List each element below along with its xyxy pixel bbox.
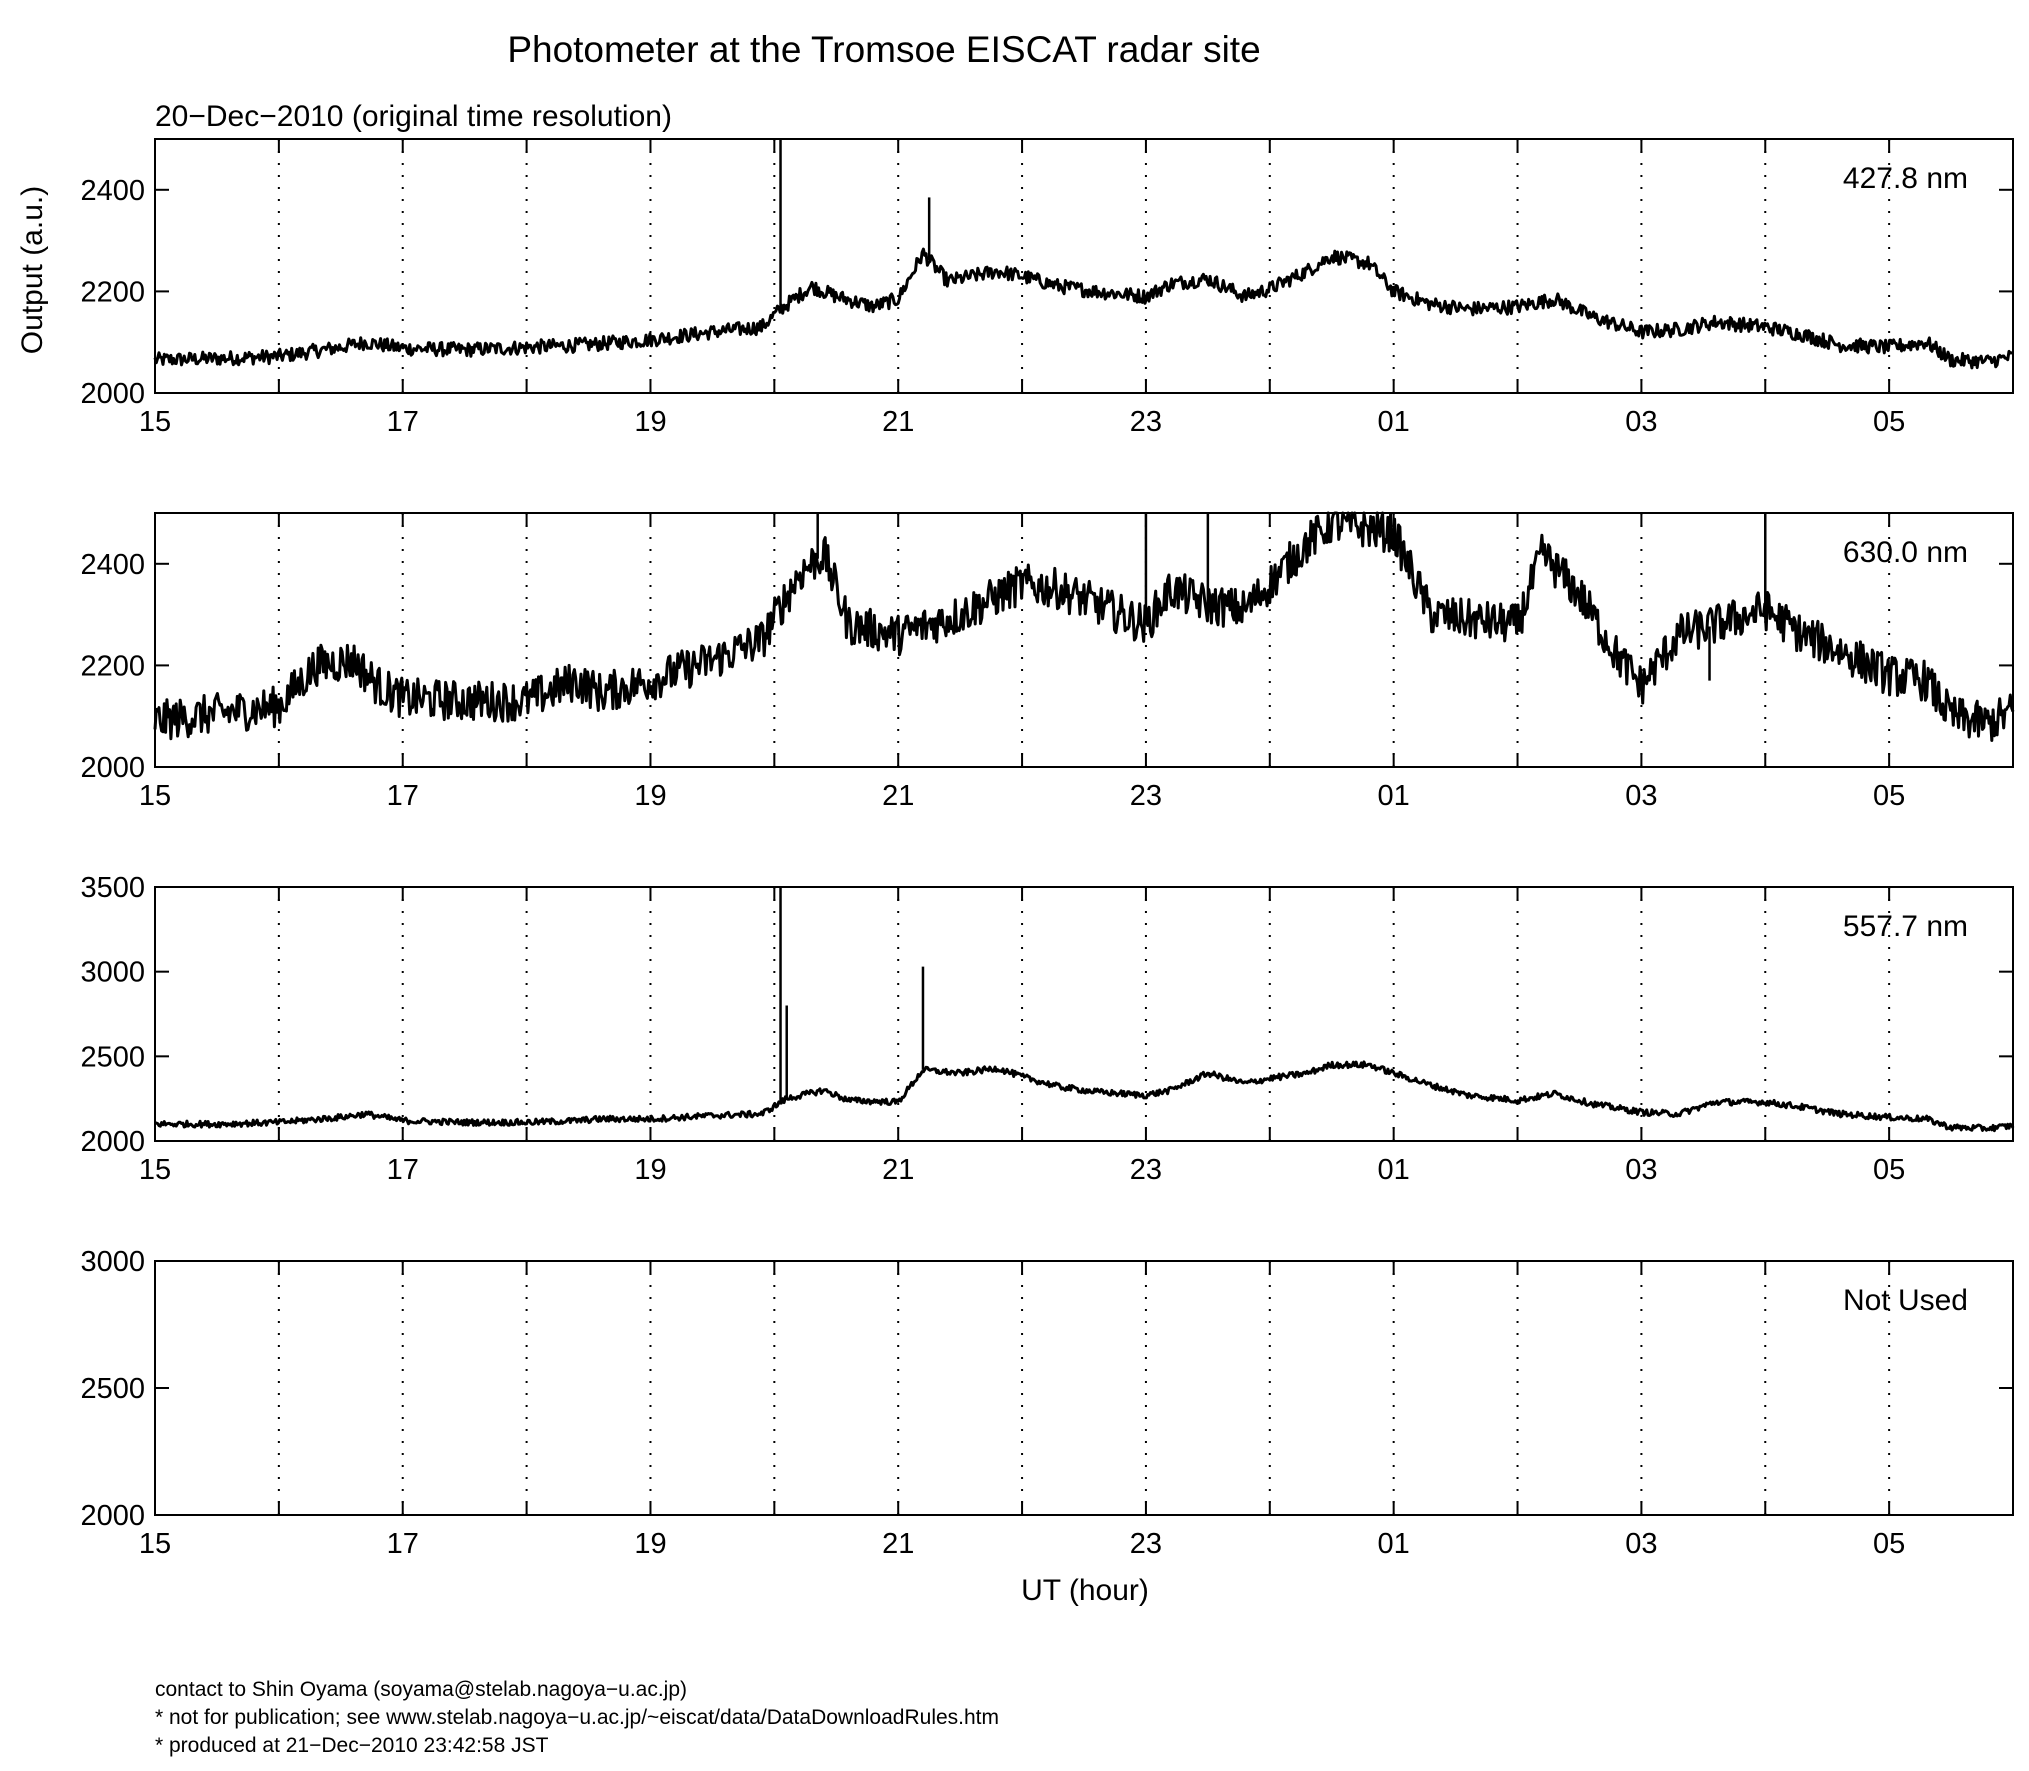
- y-tick-label: 2000: [80, 378, 145, 410]
- x-tick-label: 19: [634, 406, 666, 438]
- x-tick-label: 21: [882, 1154, 914, 1186]
- x-tick-label: 03: [1625, 780, 1657, 812]
- x-tick-label: 15: [139, 1154, 171, 1186]
- x-tick-label: 01: [1378, 1154, 1410, 1186]
- y-tick-label: 3000: [80, 1246, 145, 1278]
- wavelength-label: 630.0 nm: [1843, 536, 1968, 569]
- chart-panel-1: 15 17 19 21 23 01 03 05 2000 2200 2400 427.8 nm: [80, 138, 2014, 438]
- x-tick-label: 17: [387, 780, 419, 812]
- y-tick-label: 2000: [80, 752, 145, 784]
- y-tick-label: 3000: [80, 957, 145, 989]
- x-axis-label: UT (hour): [1021, 1574, 1149, 1607]
- x-tick-label: 23: [1130, 1154, 1162, 1186]
- x-tick-label: 01: [1378, 1528, 1410, 1560]
- footer-produced: * produced at 21−Dec−2010 23:42:58 JST: [155, 1734, 549, 1757]
- panels: 15 17 19 21 23 01 03 05 2000 2200 2400 427.8 nm 15 17…: [80, 138, 2015, 1560]
- chart-panel-4: 15 17 19 21 23 01 03 05 2000 2500 3000 Not Used: [80, 1246, 2014, 1560]
- wavelength-label: 427.8 nm: [1843, 162, 1968, 195]
- x-tick-label: 21: [882, 780, 914, 812]
- x-tick-label: 15: [139, 1528, 171, 1560]
- x-tick-label: 03: [1625, 1528, 1657, 1560]
- y-tick-label: 2000: [80, 1126, 145, 1158]
- y-tick-label: 2400: [80, 175, 145, 207]
- y-tick-label: 2200: [80, 650, 145, 682]
- footer-publication-note: * not for publication; see www.stelab.na…: [155, 1706, 999, 1729]
- y-tick-label: 2400: [80, 549, 145, 581]
- footer-contact: contact to Shin Oyama (soyama@stelab.nag…: [155, 1678, 687, 1701]
- x-tick-label: 17: [387, 406, 419, 438]
- plot-frame: [154, 512, 2014, 768]
- series-line-630-0-nm: [153, 511, 2015, 742]
- x-tick-label: 03: [1625, 1154, 1657, 1186]
- x-tick-label: 01: [1378, 406, 1410, 438]
- wavelength-label: 557.7 nm: [1843, 910, 1968, 943]
- series-line-427-8-nm: [153, 247, 2014, 370]
- x-tick-label: 23: [1130, 780, 1162, 812]
- x-tick-label: 21: [882, 406, 914, 438]
- x-tick-label: 01: [1378, 780, 1410, 812]
- x-tick-label: 03: [1625, 406, 1657, 438]
- x-tick-label: 05: [1873, 1154, 1905, 1186]
- x-tick-label: 17: [387, 1528, 419, 1560]
- x-tick-label: 19: [634, 1528, 666, 1560]
- chart-panel-3: 15 17 19 21 23 01 03 05 2000 2500 3000 3500 557.7 nm: [80, 872, 2015, 1186]
- x-tick-label: 05: [1873, 406, 1905, 438]
- x-tick-label: 21: [882, 1528, 914, 1560]
- y-tick-label: 3500: [80, 872, 145, 904]
- x-tick-label: 19: [634, 1154, 666, 1186]
- y-axis-label: Output (a.u.): [16, 186, 49, 354]
- y-tick-label: 2200: [80, 276, 145, 308]
- figure-title: Photometer at the Tromsoe EISCAT radar s…: [507, 29, 1260, 70]
- x-tick-label: 17: [387, 1154, 419, 1186]
- x-tick-label: 23: [1130, 406, 1162, 438]
- plot-frame: [154, 138, 2014, 394]
- x-tick-label: 15: [139, 780, 171, 812]
- series-line-557-7-nm: [154, 1060, 2015, 1133]
- chart-panel-2: 15 17 19 21 23 01 03 05 2000 2200 2400 630.0 nm: [80, 511, 2015, 812]
- x-tick-label: 19: [634, 780, 666, 812]
- y-tick-label: 2000: [80, 1500, 145, 1532]
- figure-subtitle: 20−Dec−2010 (original time resolution): [155, 100, 672, 133]
- plot-frame: [154, 1260, 2014, 1516]
- x-tick-label: 23: [1130, 1528, 1162, 1560]
- x-tick-label: 05: [1873, 1528, 1905, 1560]
- plot-frame: [154, 886, 2014, 1142]
- y-tick-label: 2500: [80, 1041, 145, 1073]
- wavelength-label: Not Used: [1843, 1284, 1968, 1317]
- y-tick-label: 2500: [80, 1373, 145, 1405]
- x-tick-label: 05: [1873, 780, 1905, 812]
- x-tick-label: 15: [139, 406, 171, 438]
